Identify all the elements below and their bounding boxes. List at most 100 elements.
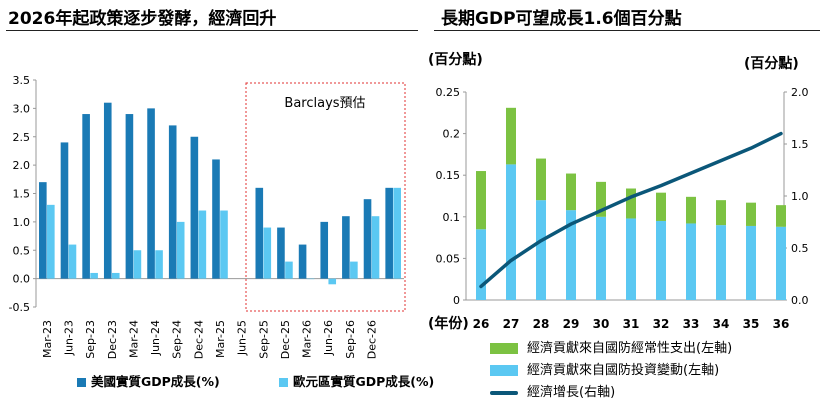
us-gdp-bar xyxy=(320,221,329,279)
economic-growth-line xyxy=(479,131,783,289)
legend-swatch-eu xyxy=(279,378,288,387)
legend-recurring-spending: 經濟貢獻來自國防經常性支出(左軸) xyxy=(490,337,732,356)
us-gdp-bar xyxy=(363,199,372,279)
eu-gdp-bar xyxy=(155,250,163,279)
us-gdp-bar xyxy=(342,216,350,279)
eu-gdp-bar xyxy=(47,204,55,279)
right-chart-title: 長期GDP可望成長1.6個百分點 xyxy=(441,9,682,29)
left-x-tick-label: Jun-24 xyxy=(149,320,162,356)
right-left-y-tick-label: 0.05 xyxy=(436,252,461,265)
legend-label-recurring: 經濟貢獻來自國防經常性支出(左軸) xyxy=(527,341,733,356)
legend-label-eu: 歐元區實質GDP成長(%) xyxy=(293,374,435,389)
legend-defense-investment: 經濟貢獻來自國防投資變動(左軸) xyxy=(490,359,719,378)
right-x-tick-label: 35 xyxy=(743,317,760,331)
left-x-tick-label: Mar-26 xyxy=(301,320,314,358)
right-left-y-tick-label: 0 xyxy=(453,294,460,307)
us-gdp-bar xyxy=(168,125,177,279)
defense-investment-bar xyxy=(476,229,486,300)
recurring-spending-bar xyxy=(716,200,726,226)
right-right-y-tick-label: 1.5 xyxy=(791,138,809,151)
forecast-annotation: Barclays預估 xyxy=(284,96,365,111)
eu-gdp-bar xyxy=(285,261,293,279)
legend-swatch-green xyxy=(490,343,518,354)
left-title-rule xyxy=(6,30,418,31)
left-x-tick-label: Dec-24 xyxy=(192,320,205,359)
eu-gdp-bar xyxy=(220,210,228,279)
right-x-tick-label: 28 xyxy=(533,317,550,331)
right-x-tick-label: 36 xyxy=(773,317,790,331)
left-y-tick-label: 1.5 xyxy=(13,188,31,201)
recurring-spending-bar xyxy=(686,196,696,224)
right-x-tick-label: 29 xyxy=(563,317,580,331)
us-gdp-bar xyxy=(212,159,220,279)
left-x-tick-label: Mar-25 xyxy=(214,320,227,358)
left-x-tick-label: Dec-23 xyxy=(106,320,119,359)
recurring-spending-bar xyxy=(776,205,786,227)
right-x-tick-label: 34 xyxy=(713,317,730,331)
left-y-tick-label: 3.5 xyxy=(13,74,31,87)
right-left-y-tick-label: 0.2 xyxy=(443,128,461,141)
defense-investment-bar xyxy=(686,223,696,300)
left-y-tick-label: 2.5 xyxy=(13,131,31,144)
right-title-rule xyxy=(434,30,820,31)
right-right-axis-unit: (百分點) xyxy=(744,55,799,72)
right-x-axis-label: (年份) xyxy=(428,315,469,332)
recurring-spending-bar xyxy=(476,171,486,230)
left-chart-title: 2026年起政策逐步發酵，經濟回升 xyxy=(8,9,277,29)
right-x-tick-label: 26 xyxy=(473,317,490,331)
recurring-spending-bar xyxy=(566,173,576,211)
legend-eu-gdp: 歐元區實質GDP成長(%) xyxy=(279,371,434,390)
left-y-tick-label: 2.0 xyxy=(13,159,31,172)
us-gdp-bar xyxy=(190,136,199,279)
right-right-y-tick-label: 2.0 xyxy=(791,86,809,99)
defense-investment-bar xyxy=(566,210,576,300)
defense-investment-bar xyxy=(506,164,516,300)
eu-gdp-bar xyxy=(68,244,77,279)
left-x-tick-label: Dec-26 xyxy=(366,320,379,359)
left-y-tick-label: 1.0 xyxy=(13,216,31,229)
right-x-tick-label: 32 xyxy=(653,317,670,331)
legend-us-gdp: 美國實質GDP成長(%) xyxy=(77,371,220,390)
left-x-tick-label: Dec-25 xyxy=(279,320,292,359)
defense-investment-bar xyxy=(596,216,606,300)
recurring-spending-bar xyxy=(536,158,546,201)
right-left-axis-unit: (百分點) xyxy=(428,51,483,68)
left-x-tick-label: Sep-26 xyxy=(344,320,357,359)
defense-investment-bar xyxy=(716,225,726,300)
eu-gdp-bar xyxy=(176,221,185,279)
legend-swatch-us xyxy=(77,378,86,387)
us-gdp-bar xyxy=(147,108,155,279)
left-y-tick-label: 0.0 xyxy=(13,273,31,286)
left-y-tick-label: 3.0 xyxy=(13,102,31,115)
legend-swatch-line xyxy=(490,390,518,395)
right-left-y-tick-label: 0.25 xyxy=(436,86,461,99)
eu-gdp-bar xyxy=(393,187,401,279)
left-y-tick-label: -0.5 xyxy=(9,301,30,314)
eu-gdp-bar xyxy=(371,216,380,279)
left-x-tick-label: Jun-25 xyxy=(236,320,249,356)
legend-economic-growth: 經濟增長(右軸) xyxy=(490,381,615,400)
recurring-spending-bar xyxy=(626,188,636,219)
defense-investment-bar xyxy=(626,218,636,300)
eu-gdp-bar xyxy=(306,278,315,280)
us-gdp-bar xyxy=(125,114,134,279)
right-x-tick-label: 33 xyxy=(683,317,700,331)
legend-label-investment: 經濟貢獻來自國防投資變動(左軸) xyxy=(527,363,720,378)
recurring-spending-bar xyxy=(656,192,666,221)
us-gdp-bar xyxy=(255,187,264,279)
right-x-tick-label: 31 xyxy=(623,317,640,331)
us-gdp-bar xyxy=(277,227,285,279)
legend-label-growth: 經濟增長(右軸) xyxy=(527,385,616,400)
left-x-tick-label: Mar-24 xyxy=(127,320,140,358)
eu-gdp-bar xyxy=(90,272,98,279)
left-x-tick-label: Jun-26 xyxy=(322,320,335,356)
left-x-tick-label: Sep-23 xyxy=(84,320,97,359)
right-right-y-tick-label: 0.5 xyxy=(791,242,809,255)
defense-investment-bar xyxy=(656,220,666,300)
forecast-region-box xyxy=(245,82,406,312)
left-y-tick-label: 0.5 xyxy=(13,244,31,257)
left-x-tick-label: Sep-24 xyxy=(171,320,184,359)
defense-investment-bar xyxy=(776,226,786,300)
left-x-tick-label: Jun-23 xyxy=(62,320,75,356)
right-left-y-tick-label: 0.15 xyxy=(436,169,461,182)
